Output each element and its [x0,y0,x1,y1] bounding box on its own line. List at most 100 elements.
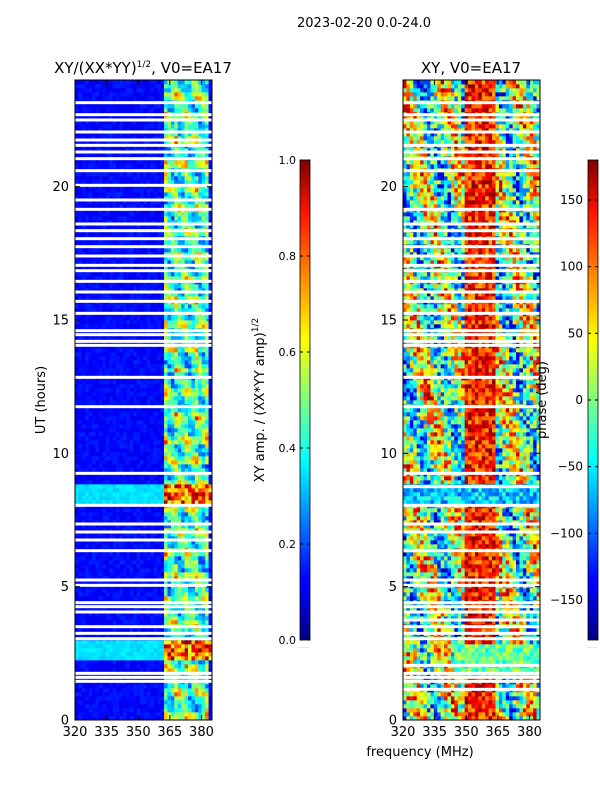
heatmap-cell [153,348,158,353]
heatmap-cell [177,616,182,621]
heatmap-cell [92,308,96,313]
heatmap-cell [98,596,103,601]
heatmap-cell [191,452,196,457]
heatmap-cell [191,260,196,265]
heatmap-cell [129,644,134,649]
heatmap-cell [194,564,199,569]
heatmap-cell [78,240,83,245]
heatmap-cell [116,308,120,313]
heatmap-cell [95,364,100,369]
heatmap-cell [208,360,213,365]
heatmap-cell [98,232,103,237]
heatmap-cell [126,316,131,321]
heatmap-cell [88,440,93,445]
heatmap-cell [133,420,137,425]
heatmap-cell [78,460,83,465]
heatmap-cell [143,384,148,389]
heatmap-cell [164,292,168,297]
heatmap-cell [174,524,179,529]
heatmap-cell [102,616,107,621]
heatmap-cell [116,384,120,389]
heatmap-cell [105,272,110,277]
heatmap-cell [160,224,165,229]
heatmap-cell [181,224,185,229]
heatmap-cell [98,448,103,453]
heatmap-cell [150,556,155,561]
heatmap-cell [177,576,182,581]
heatmap-cell [184,660,189,665]
heatmap-cell [85,708,90,713]
heatmap-cell [81,448,86,453]
heatmap-cell [119,460,124,465]
heatmap-cell [129,616,134,621]
heatmap-cell [78,560,83,565]
heatmap-cell [98,484,103,489]
heatmap-cell [78,596,83,601]
heatmap-cell [116,416,120,421]
heatmap-cell [160,444,165,449]
heatmap-cell [201,568,206,573]
heatmap-cell [157,272,161,277]
heatmap-cell [78,464,83,469]
heatmap-cell [181,524,185,529]
heatmap-cell [167,468,172,473]
heatmap-cell [102,516,107,521]
heatmap-cell [143,368,148,373]
heatmap-cell [116,424,120,429]
heatmap-cell [75,288,79,293]
heatmap-cell [174,392,179,397]
heatmap-cell [194,396,199,401]
heatmap-cell [122,492,127,497]
heatmap-cell [157,512,161,517]
heatmap-cell [201,292,206,297]
heatmap-cell [205,556,209,561]
heatmap-cell [153,492,158,497]
heatmap-cell [198,664,203,669]
heatmap-cell [129,700,134,705]
heatmap-cell [116,572,120,577]
heatmap-cell [122,380,127,385]
heatmap-cell [184,532,189,537]
heatmap-cell [102,416,107,421]
heatmap-cell [167,272,172,277]
heatmap-cell [88,260,93,265]
heatmap-cell [208,384,213,389]
heatmap-cell [95,248,100,253]
heatmap-cell [78,248,83,253]
heatmap-cell [170,516,175,521]
heatmap-cell [157,380,161,385]
heatmap-cell [188,596,192,601]
heatmap-cell [205,692,209,697]
heatmap-cell [208,232,213,237]
heatmap-cell [143,508,148,513]
heatmap-cell [208,488,213,493]
heatmap-cell [119,716,124,721]
heatmap-cell [88,544,93,549]
heatmap-cell [133,336,137,341]
heatmap-cell [205,248,209,253]
heatmap-cell [167,420,172,425]
heatmap-cell [85,428,90,433]
heatmap-cell [109,320,114,325]
heatmap-cell [174,448,179,453]
heatmap-cell [109,284,114,289]
heatmap-cell [201,452,206,457]
heatmap-cell [105,520,110,525]
heatmap-cell [129,652,134,657]
heatmap-cell [140,352,144,357]
heatmap-cell [116,480,120,485]
heatmap-cell [177,496,182,501]
heatmap-cell [150,492,155,497]
heatmap-cell [153,240,158,245]
heatmap-cell [133,316,137,321]
heatmap-cell [170,384,175,389]
heatmap-cell [140,580,144,585]
heatmap-cell [116,284,120,289]
heatmap-cell [205,524,209,529]
heatmap-cell [95,372,100,377]
heatmap-cell [143,612,148,617]
heatmap-cell [208,288,213,293]
heatmap-cell [133,716,137,721]
heatmap-cell [133,512,137,517]
heatmap-cell [150,388,155,393]
